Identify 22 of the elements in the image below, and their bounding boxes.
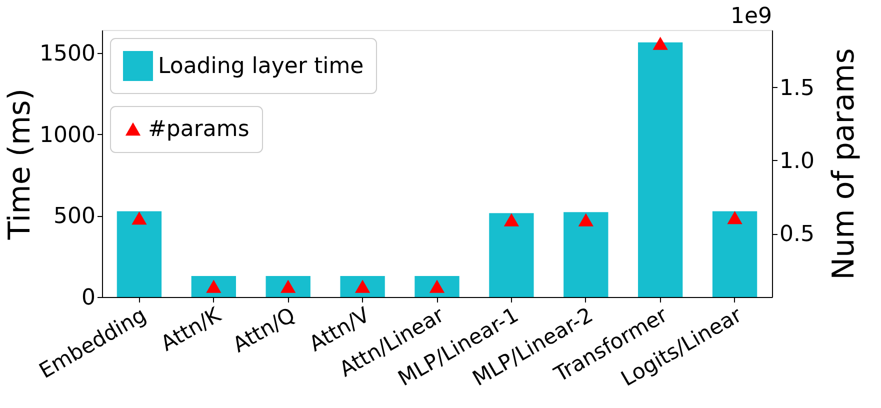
y-tick-label: 0 [82,286,96,310]
point [578,213,594,226]
y2-tick-label: 1.0 [780,149,814,174]
bar [489,213,534,297]
y-axis-title: Time (ms) [2,88,38,241]
point [652,36,668,50]
y-tick-label: 1000 [40,122,96,148]
y-tick-label: 1500 [40,42,96,67]
y2-tick-label: 0.5 [780,222,814,248]
text: 1e9 [730,4,772,29]
y2-tick-label: 1.5 [780,76,814,101]
point [504,213,520,226]
point [132,211,147,225]
legend-label: Loading layer time [158,54,364,79]
y-tick-label: 500 [54,204,96,230]
point [727,211,742,224]
bar [564,212,608,297]
bar [712,211,758,297]
legend-label: #params [148,117,250,142]
y2-axis-title: Num of params [826,48,862,280]
bar [116,211,162,297]
bar [638,42,683,297]
